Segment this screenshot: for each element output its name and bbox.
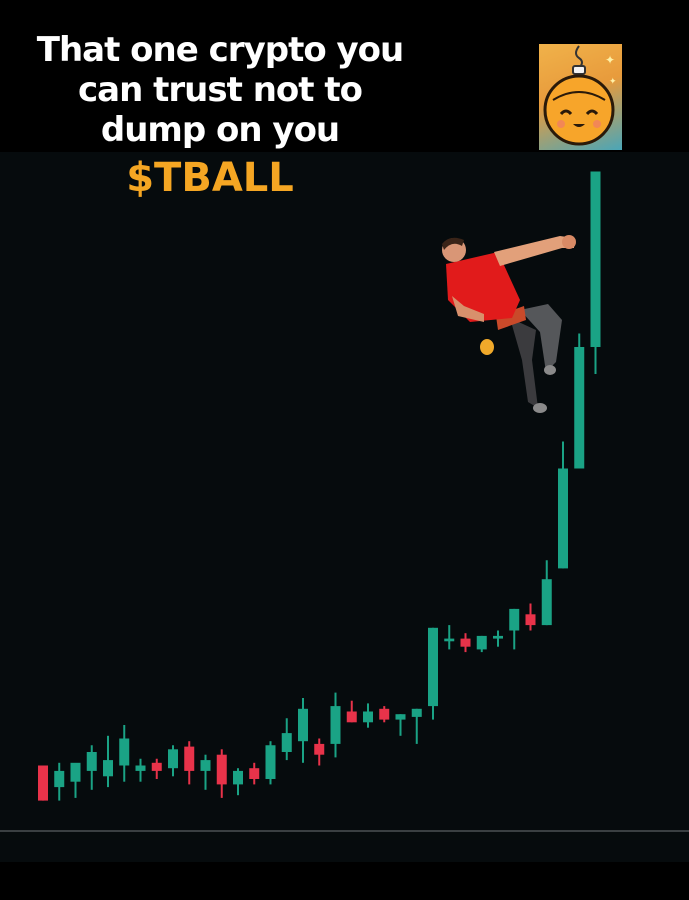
- chart-area: [0, 152, 689, 862]
- candle-body-up: [330, 706, 341, 744]
- candle-body-up: [395, 714, 406, 720]
- candle-body-down: [38, 765, 48, 801]
- candle-body-up: [103, 760, 113, 777]
- candle-body-up: [70, 762, 81, 782]
- candle-body-up: [200, 760, 211, 771]
- candle-body-down: [249, 768, 260, 779]
- candle-body-up: [298, 708, 308, 742]
- candle-body-up: [54, 770, 65, 788]
- candle-body-up: [509, 608, 520, 631]
- orange-ball-ornament-icon: ✦ ✦: [539, 44, 622, 150]
- candle-body-up: [444, 638, 455, 642]
- svg-text:✦: ✦: [609, 77, 617, 87]
- candle-body-up: [541, 579, 552, 626]
- candle-body-up: [476, 635, 487, 650]
- candle-body-down: [460, 638, 471, 647]
- meme-caption: That one crypto you can trust not to dum…: [0, 30, 440, 150]
- candle-body-up: [363, 711, 373, 723]
- candle-body-up: [590, 171, 601, 347]
- candle-body-up: [86, 752, 97, 771]
- candle-body-up: [411, 708, 422, 717]
- svg-text:✦: ✦: [605, 53, 615, 67]
- candle-body-down: [151, 762, 162, 771]
- candle-body-up: [168, 749, 178, 769]
- caption-line-2: can trust not to: [78, 70, 363, 110]
- caption-line-3: dump on you: [100, 110, 340, 150]
- candle-body-down: [346, 711, 357, 723]
- candle-body-up: [265, 745, 276, 779]
- caption-line-1: That one crypto you: [36, 30, 405, 70]
- candle-body-up: [233, 770, 243, 785]
- candle-body-up: [281, 733, 292, 752]
- candle-body-up: [119, 738, 130, 766]
- candle-body-down: [379, 708, 390, 720]
- candle-body-down: [525, 614, 536, 626]
- candle-body-down: [184, 746, 195, 771]
- candle-body-up: [493, 635, 503, 639]
- candle-body-down: [216, 754, 227, 785]
- candle-body-down: [314, 743, 325, 755]
- candle-body-up: [135, 765, 146, 771]
- candle-body-up: [428, 627, 438, 707]
- chart-baseline: [0, 830, 689, 832]
- candle-body-up: [574, 347, 585, 469]
- ticker-symbol: $TBALL: [126, 155, 294, 201]
- rock-climber-figure: [442, 235, 576, 413]
- candle-body-up: [558, 468, 568, 569]
